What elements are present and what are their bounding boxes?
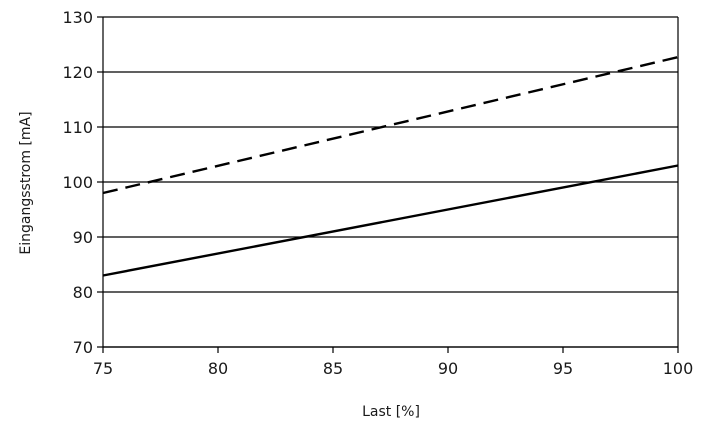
x-tick-label-1: 80 bbox=[208, 359, 228, 378]
y-axis-title: Eingangsstrom [mA] bbox=[18, 111, 34, 254]
y-tick-label-5: 120 bbox=[62, 63, 93, 82]
series-line-solid bbox=[102, 164, 679, 277]
y-tick-label-2: 90 bbox=[73, 228, 93, 247]
y-tick-label-0: 70 bbox=[73, 338, 93, 357]
x-tick-label-4: 95 bbox=[553, 359, 573, 378]
y-tick-label-3: 100 bbox=[62, 173, 93, 192]
grid-lines bbox=[103, 16, 678, 348]
series-layer bbox=[102, 55, 679, 277]
y-tick-label-6: 130 bbox=[62, 8, 93, 27]
x-axis-title: Last [%] bbox=[362, 404, 420, 420]
tick-labels: 70 80 90 100 110 120 130 75 80 85 90 95 100 bbox=[62, 8, 693, 378]
y-tick-label-1: 80 bbox=[73, 283, 93, 302]
axes bbox=[97, 16, 679, 353]
x-tick-label-2: 85 bbox=[323, 359, 343, 378]
series-line-dashed bbox=[102, 55, 679, 195]
x-tick-label-3: 90 bbox=[438, 359, 458, 378]
y-tick-label-4: 110 bbox=[62, 118, 93, 137]
x-tick-label-5: 100 bbox=[663, 359, 694, 378]
x-tick-label-0: 75 bbox=[93, 359, 113, 378]
